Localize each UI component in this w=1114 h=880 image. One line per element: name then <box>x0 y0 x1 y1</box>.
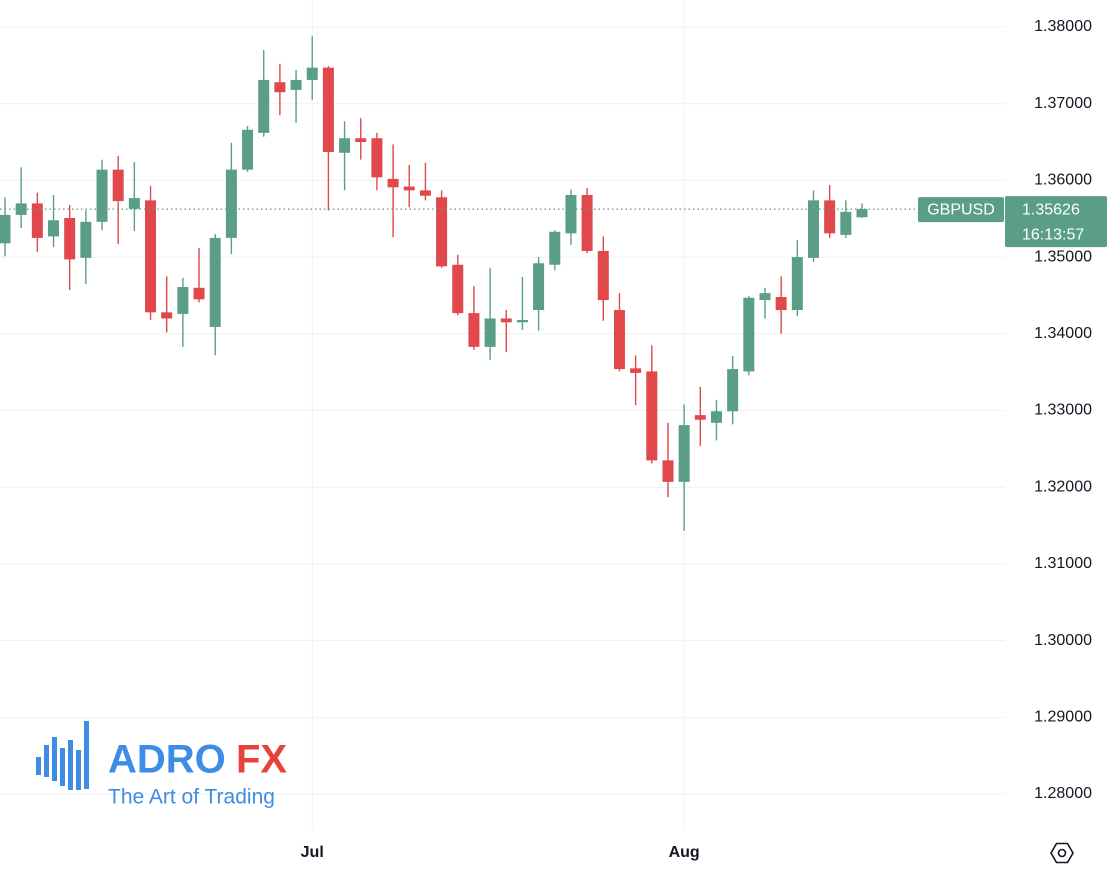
candle-body <box>516 320 528 323</box>
candle-body <box>0 214 11 244</box>
candle-body <box>533 263 545 311</box>
y-tick-label: 1.33000 <box>1034 402 1092 419</box>
candle-body <box>274 82 286 93</box>
logo-tagline: The Art of Trading <box>108 786 275 809</box>
logo-bar <box>36 757 41 775</box>
candle-body <box>759 293 771 301</box>
candle-body <box>549 231 561 265</box>
logo-bar <box>60 748 65 786</box>
icon-shape <box>1057 848 1067 858</box>
y-tick-label: 1.30000 <box>1034 632 1092 649</box>
y-tick-label: 1.34000 <box>1034 325 1092 342</box>
candle-body <box>96 169 108 222</box>
countdown-label: 16:13:57 <box>1022 226 1084 243</box>
candle-body <box>727 369 739 412</box>
symbol-label-bg <box>918 197 1004 223</box>
candle-body <box>500 318 512 323</box>
candle-body <box>31 203 43 238</box>
candle-body <box>597 250 609 301</box>
candle-body <box>258 79 270 133</box>
logo-bar <box>84 721 89 789</box>
candle-body <box>225 169 237 238</box>
candle-body <box>339 138 351 153</box>
candle-body <box>743 297 755 372</box>
x-tick-label: Jul <box>301 844 324 861</box>
y-tick-label: 1.37000 <box>1034 95 1092 112</box>
y-tick-label: 1.36000 <box>1034 172 1092 189</box>
candle-body <box>613 310 625 370</box>
candle-body <box>371 138 383 178</box>
watermark: ADRO FX The Art of Trading <box>36 721 287 809</box>
candle-body <box>209 237 221 327</box>
candle-body <box>436 197 448 267</box>
candle-body <box>306 67 318 80</box>
candle-body <box>128 198 140 209</box>
candle-body <box>565 194 577 234</box>
candle-body <box>290 79 302 90</box>
logo-bar <box>68 740 73 790</box>
logo-bar <box>52 737 57 781</box>
plot-layer: 1.28000 1.29000 1.30000 1.31000 1.32000 1.330… <box>0 18 1107 861</box>
candle-body <box>791 257 803 311</box>
candle-body <box>403 186 415 191</box>
candle-body <box>775 296 787 311</box>
candle-body <box>15 203 27 215</box>
candle-body <box>452 264 464 314</box>
candle-body <box>112 169 124 202</box>
candle-body <box>242 129 254 170</box>
candle-body <box>468 313 480 347</box>
candle-body <box>581 194 593 251</box>
y-tick-label: 1.32000 <box>1034 478 1092 495</box>
symbol-label: GBPUSD <box>927 201 995 218</box>
y-tick-label: 1.28000 <box>1034 785 1092 802</box>
candle-body <box>646 371 658 461</box>
candle-body <box>80 221 92 258</box>
y-tick-label: 1.31000 <box>1034 555 1092 572</box>
candle-body <box>48 220 60 237</box>
x-tick-label: Aug <box>669 844 700 861</box>
grid-layer <box>0 0 1005 830</box>
candle-body <box>145 200 157 313</box>
candle-body <box>193 287 205 300</box>
y-tick-label: 1.35000 <box>1034 248 1092 265</box>
y-tick-label: 1.38000 <box>1034 18 1092 35</box>
candle-body <box>694 415 706 420</box>
candle-body <box>177 287 189 314</box>
candle-body <box>630 368 642 373</box>
y-tick-label: 1.29000 <box>1034 709 1092 726</box>
candle-body <box>419 190 431 196</box>
candle-body <box>484 318 496 347</box>
candle-body <box>161 312 173 319</box>
candle-body <box>710 411 722 423</box>
icon-shape <box>1050 842 1074 864</box>
logo-bar <box>76 750 81 790</box>
logo-bar <box>44 745 49 777</box>
candle-body <box>840 211 852 235</box>
candle-body <box>355 138 367 143</box>
price-label: 1.35626 <box>1022 201 1080 218</box>
candle-body <box>387 178 399 188</box>
candle-body <box>662 460 674 482</box>
candle-body <box>678 425 690 482</box>
candle-body <box>64 217 76 260</box>
price-label-bg <box>1005 196 1107 248</box>
settings-icon[interactable] <box>1050 842 1074 864</box>
logo-brand: ADRO <box>108 738 226 782</box>
candle-body <box>856 209 868 218</box>
candle-body <box>808 200 819 258</box>
candle-body <box>322 67 334 153</box>
logo-brand: FX <box>236 738 287 782</box>
candle-body <box>824 200 836 234</box>
